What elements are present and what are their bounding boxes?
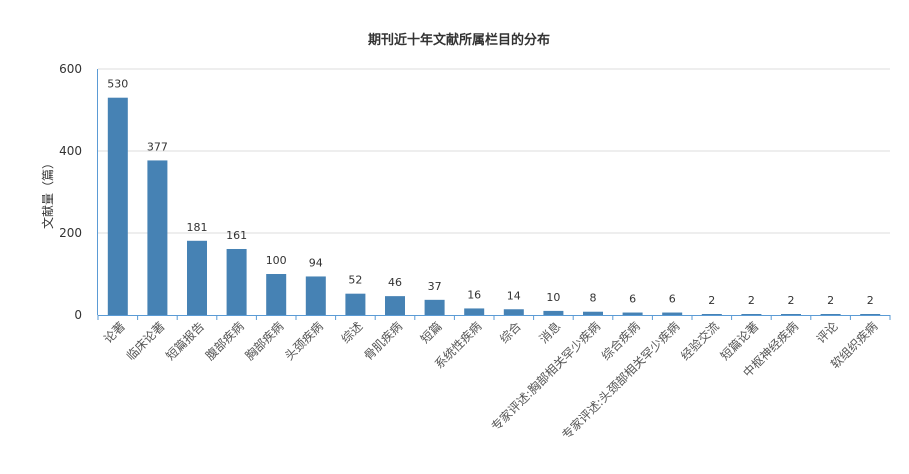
bar: [187, 240, 207, 315]
bar-value-label: 2: [708, 294, 715, 307]
bar-value-label: 46: [388, 276, 402, 289]
bar: [781, 314, 801, 315]
x-tick-label: 综合: [496, 319, 524, 347]
bar: [424, 299, 445, 315]
bar-value-label: 14: [507, 289, 521, 302]
value-labels: 530 377 181 161 100 94 52 46 37 16 14 10 8 6 6 2 2 2 2 2: [107, 78, 873, 307]
x-tick-label: 论著: [101, 319, 128, 346]
bar-value-label: 6: [629, 293, 636, 306]
x-tick-label: 短篇报告: [163, 319, 208, 364]
x-tick-label: 综述: [339, 319, 366, 346]
x-tick-label: 临床论著: [124, 319, 168, 363]
bar: [147, 160, 168, 315]
y-tick-label: 200: [59, 226, 82, 240]
bar-value-label: 2: [867, 294, 874, 307]
x-tick-label: 腹部疾病: [202, 319, 247, 364]
bar: [662, 312, 683, 315]
bar-value-label: 94: [309, 256, 323, 269]
bar: [701, 314, 722, 315]
bar: [583, 311, 603, 315]
bar-value-label: 377: [147, 140, 168, 153]
x-tick-label: 消息: [536, 319, 564, 347]
y-axis-label: 文献量（篇）: [40, 157, 55, 229]
y-axis-ticks: 0 200 400 600: [59, 62, 82, 322]
bar-value-label: 6: [669, 293, 676, 306]
bar-value-label: 37: [428, 280, 442, 293]
bar-value-label: 2: [748, 294, 755, 307]
bar: [622, 312, 643, 315]
bar-value-label: 52: [348, 274, 362, 287]
x-tick-label: 头颈疾病: [281, 319, 326, 364]
bar-value-label: 10: [546, 291, 560, 304]
bar: [464, 308, 485, 315]
x-tick-label: 经验交流: [677, 319, 722, 364]
bar: [503, 309, 524, 315]
bar: [820, 314, 841, 315]
x-tick-label: 短篇: [417, 319, 445, 347]
bar: [385, 296, 405, 315]
bar-value-label: 2: [827, 294, 834, 307]
y-tick-label: 600: [59, 62, 82, 76]
bar-value-label: 2: [788, 294, 795, 307]
bar-value-label: 16: [467, 288, 481, 301]
y-tick-label: 0: [74, 308, 82, 322]
y-tick-label: 400: [59, 144, 82, 158]
bar-value-label: 181: [187, 221, 208, 234]
x-tick-label: 胸部疾病: [242, 319, 287, 364]
bar: [860, 314, 881, 315]
bar-value-label: 100: [266, 254, 287, 267]
bar-value-label: 530: [107, 78, 128, 91]
bar: [266, 274, 287, 315]
chart-title: 期刊近十年文献所属栏目的分布: [368, 32, 550, 48]
x-tick-label: 骨肌疾病: [361, 319, 406, 364]
bars: [107, 97, 881, 315]
bar: [543, 310, 564, 315]
bar-value-label: 161: [226, 229, 247, 242]
x-axis: [97, 69, 891, 320]
bar: [305, 276, 326, 315]
bar: [226, 248, 247, 315]
x-tick-label: 评论: [814, 319, 841, 346]
bar: [107, 97, 128, 315]
bar: [345, 293, 366, 315]
bar-value-label: 8: [590, 292, 597, 305]
bar: [741, 314, 762, 315]
gridlines: [98, 68, 890, 234]
